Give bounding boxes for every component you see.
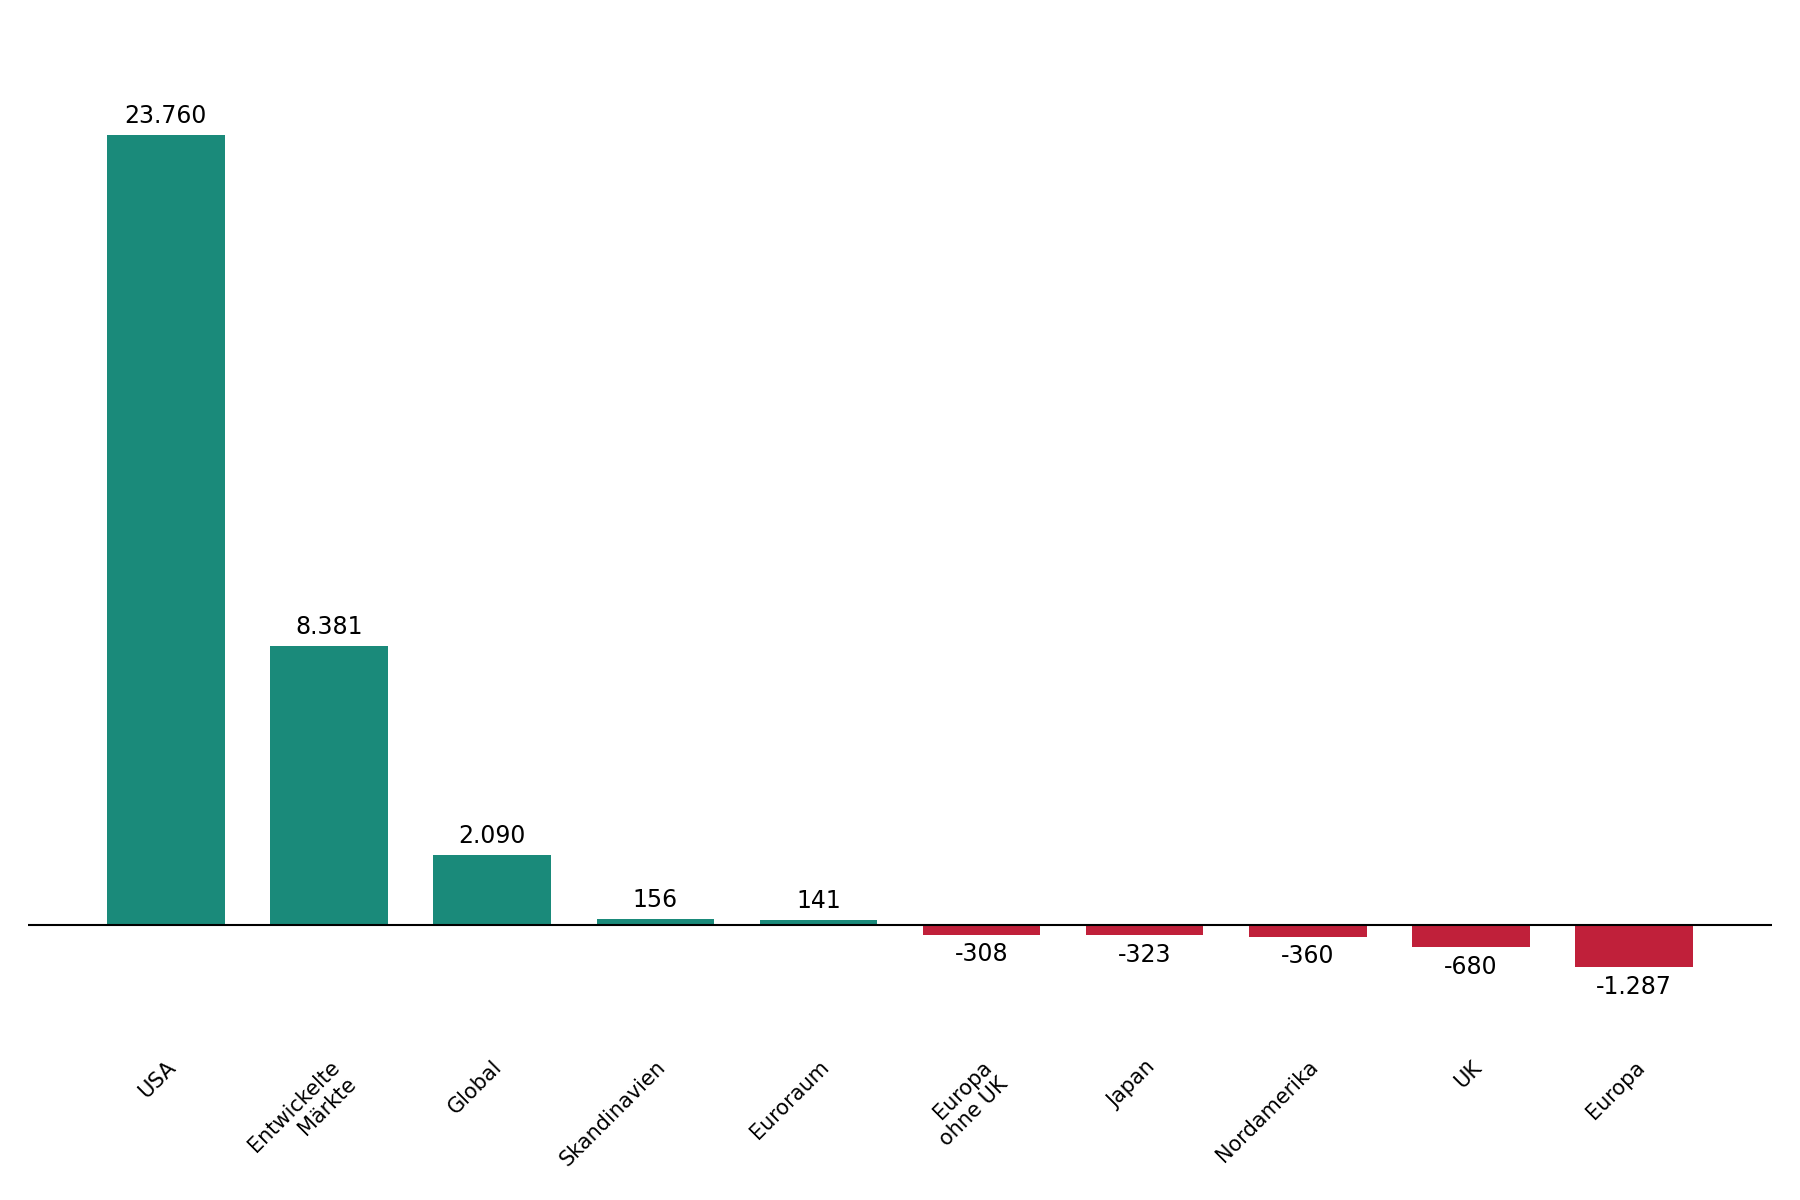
Text: 156: 156 [634, 888, 679, 912]
Bar [270, 647, 387, 925]
Text: 141: 141 [796, 889, 841, 913]
Text: -360: -360 [1282, 944, 1334, 968]
Text: -680: -680 [1444, 954, 1498, 978]
Bar [760, 920, 877, 925]
Text: -308: -308 [954, 942, 1008, 966]
Bar [1413, 925, 1530, 947]
Bar [106, 136, 225, 925]
Bar [596, 919, 715, 925]
Bar [1085, 925, 1204, 936]
Bar [434, 856, 551, 925]
Text: -1.287: -1.287 [1597, 974, 1672, 998]
Bar [1575, 925, 1694, 967]
Text: 23.760: 23.760 [124, 104, 207, 128]
Text: 8.381: 8.381 [295, 614, 364, 638]
Bar [923, 925, 1040, 935]
Text: 2.090: 2.090 [459, 824, 526, 848]
Text: -323: -323 [1118, 943, 1172, 967]
Bar [1249, 925, 1366, 937]
